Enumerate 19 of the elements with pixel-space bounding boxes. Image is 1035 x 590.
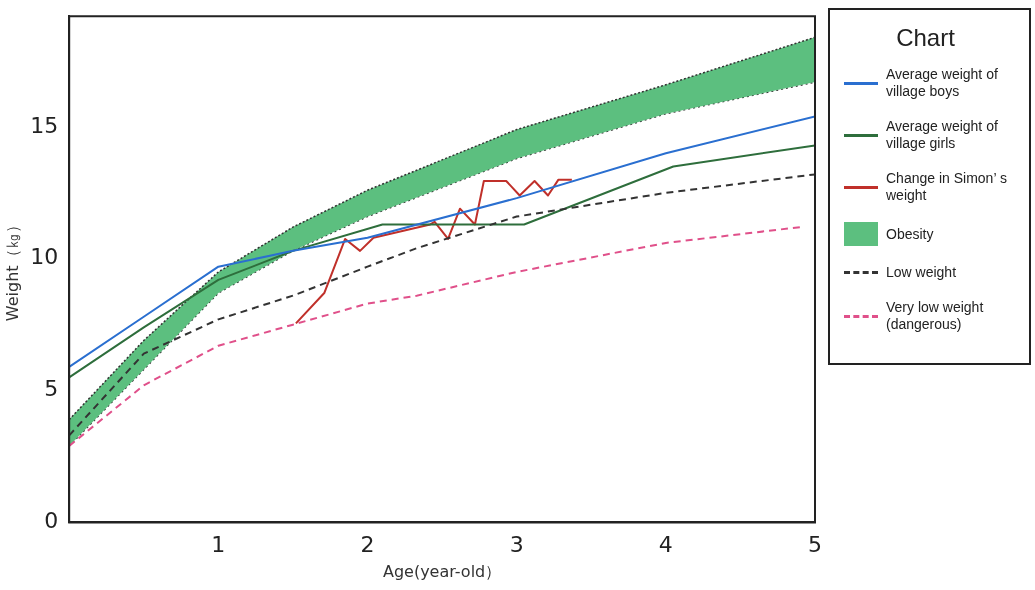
x-tick-label: 2: [360, 532, 375, 558]
legend-label: Low weight: [886, 264, 957, 281]
y-tick-label: 5: [44, 376, 59, 402]
legend-label: Obesity: [886, 225, 934, 243]
legend-label: Change in Simon’ s weight: [886, 170, 1007, 204]
line-series: [69, 226, 802, 447]
x-axis-title: Age(year-old）: [382, 561, 502, 581]
x-tick-label: 1: [211, 532, 226, 558]
y-axis-title: Weight（㎏）: [2, 217, 22, 322]
y-tick-label: 10: [30, 244, 59, 270]
y-tick-label: 0: [44, 508, 59, 534]
legend-label: Average weight of village girls: [886, 118, 999, 152]
y-tick-label: 15: [30, 112, 59, 138]
legend-label: Very low weight (dangerous): [886, 299, 985, 333]
legend-label: Average weight of village boys: [886, 66, 999, 100]
legend-title: Chart: [895, 24, 956, 52]
x-tick-label: 4: [658, 532, 673, 558]
x-tick-label: 5: [808, 532, 822, 558]
x-tick-label: 3: [509, 532, 524, 558]
